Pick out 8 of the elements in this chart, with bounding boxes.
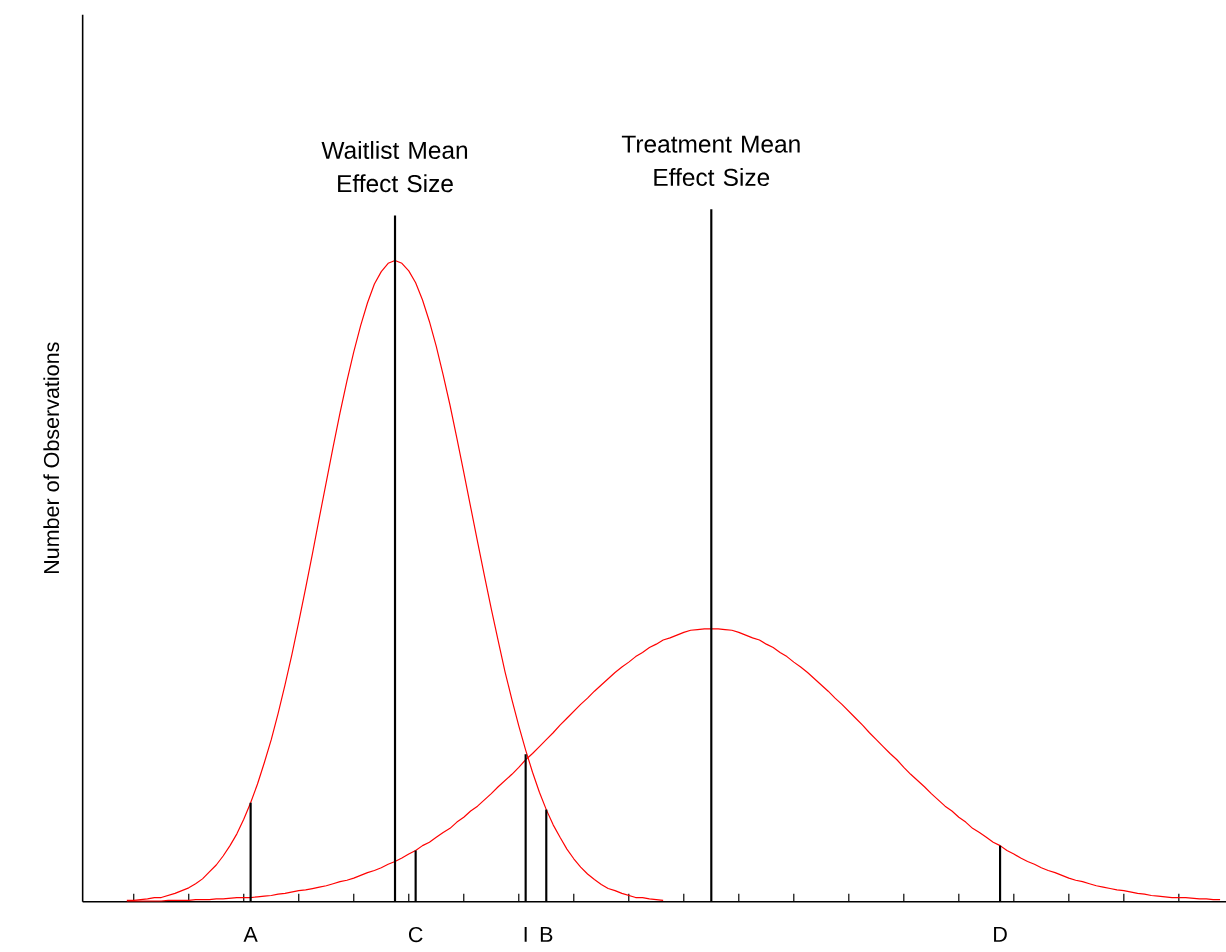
x-tick-label: B [540, 927, 553, 942]
x-tick-label: A [243, 927, 258, 942]
text: Waitlist Mean Effect Size [321, 141, 468, 193]
y-axis-title: Number of Observations [43, 342, 60, 574]
x-tick-label: D [994, 927, 1007, 942]
x-tick-label: I [524, 927, 527, 942]
text: Treatment Mean Effect Size [621, 135, 800, 187]
x-tick-label: C [408, 927, 423, 943]
